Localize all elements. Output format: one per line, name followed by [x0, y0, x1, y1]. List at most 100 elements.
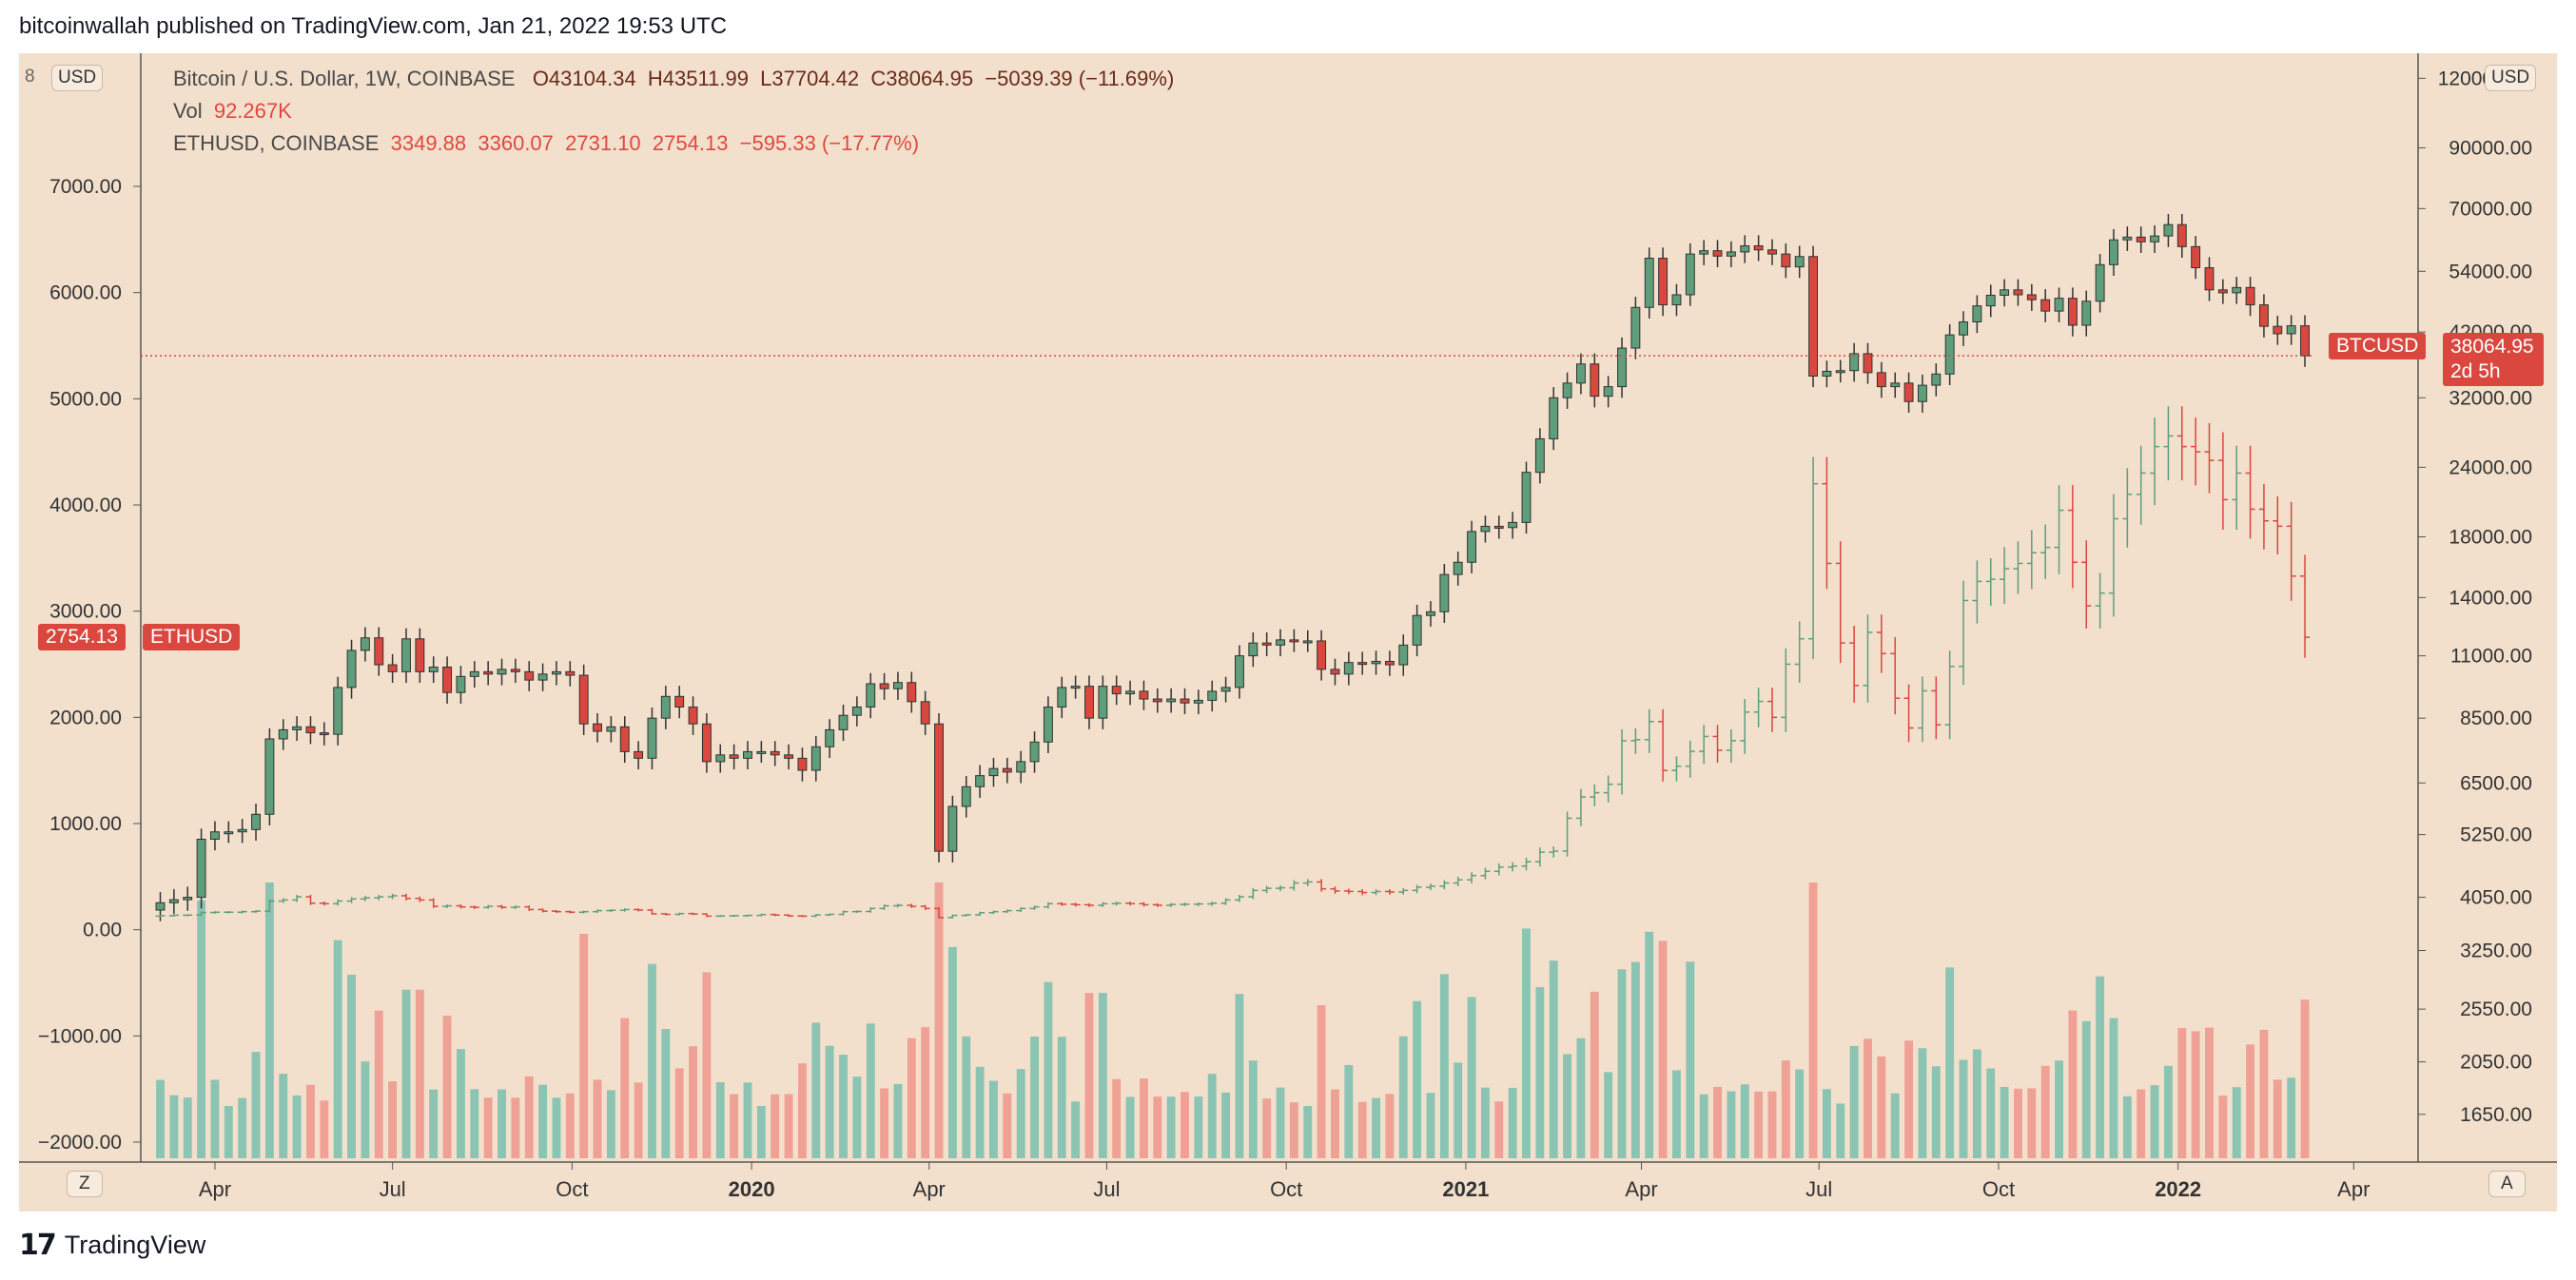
btc-candle [879, 683, 889, 689]
btc-candle [1562, 382, 1572, 398]
auto-scale-button[interactable]: A [2488, 1171, 2526, 1197]
btc-candle [1070, 686, 1081, 689]
btc-candle [1985, 294, 1996, 307]
btc-candle [428, 666, 439, 672]
volume-bar [401, 989, 411, 1158]
tradingview-logo-text[interactable]: TradingView [64, 1231, 206, 1259]
volume-bar [1699, 1094, 1708, 1158]
btc-candle [1357, 662, 1368, 666]
volume-bar [880, 1088, 889, 1158]
zoom-button[interactable]: Z [67, 1171, 103, 1197]
volume-bar [2177, 1028, 2187, 1158]
btc-candle [2136, 236, 2146, 242]
btc-candle [701, 723, 712, 763]
volume-bar [374, 1010, 383, 1158]
btc-candle [1057, 687, 1067, 708]
volume-bar [1740, 1084, 1749, 1158]
btc-candle [688, 706, 698, 725]
volume-bar [442, 1016, 452, 1158]
btc-candle [1207, 690, 1218, 701]
btc-candle [578, 674, 589, 725]
volume-bar [1672, 1070, 1681, 1158]
eth-label-badge: ETHUSD [143, 624, 241, 650]
btc-candle [2245, 286, 2255, 306]
btc-candle [1371, 660, 1381, 665]
btc-candle [374, 637, 384, 666]
price-chart[interactable]: 120000.0090000.0070000.0054000.0042000.0… [19, 53, 2557, 1212]
volume-bar [2205, 1027, 2214, 1158]
tradingview-logo-icon[interactable]: 17 [19, 1229, 57, 1262]
btc-candle [2232, 286, 2242, 294]
volume-bar [361, 1061, 370, 1158]
right-axis-tick-label: 6500.00 [2460, 772, 2532, 794]
volume-bar [893, 1083, 903, 1158]
volume-label[interactable]: Vol [173, 99, 203, 123]
btc-symbol-name[interactable]: Bitcoin / U.S. Dollar, 1W, COINBASE [173, 67, 516, 90]
volume-bar [1836, 1103, 1845, 1158]
volume-bar [1057, 1037, 1066, 1158]
volume-bar [1849, 1045, 1859, 1158]
volume-bar [1084, 993, 1094, 1158]
volume-legend: Vol 92.267K [173, 99, 292, 124]
volume-bar [1494, 1101, 1504, 1158]
btc-candle [251, 813, 261, 830]
btc-candle [1917, 384, 1927, 402]
volume-bar [1713, 1086, 1722, 1158]
volume-bar [1904, 1040, 1914, 1158]
btc-candle [1398, 644, 1409, 666]
btc-candle [1808, 256, 1819, 377]
btc-candle [975, 775, 986, 787]
right-axis-tick-label: 3250.00 [2460, 940, 2532, 961]
left-axis-tick-label: 5000.00 [49, 388, 122, 410]
volume-bar [1630, 961, 1640, 1158]
btc-candle [1726, 251, 1736, 257]
volume-bar [947, 946, 957, 1158]
volume-bar [1426, 1093, 1435, 1158]
btc-candle [1740, 245, 1750, 253]
volume-bar [907, 1038, 916, 1158]
btc-candle [1699, 250, 1709, 255]
volume-bar [2150, 1085, 2159, 1158]
volume-bar [1439, 974, 1449, 1158]
volume-bar [1727, 1091, 1736, 1158]
btc-candle [2095, 263, 2105, 302]
eth-symbol-name[interactable]: ETHUSD, COINBASE [173, 131, 380, 155]
volume-bar [1344, 1064, 1354, 1158]
btc-candle [1822, 370, 1832, 377]
btc-candle [1876, 372, 1886, 388]
volume-bar [1372, 1097, 1380, 1158]
btc-candle [387, 664, 398, 672]
usd-right-button[interactable]: USD [2485, 65, 2537, 91]
time-axis-tick-label: Oct [1982, 1177, 2015, 1201]
volume-bar [1535, 987, 1545, 1158]
btc-candle [565, 670, 576, 676]
btc-candle [1111, 686, 1122, 695]
btc-candle [401, 638, 411, 672]
btc-candle [510, 669, 520, 672]
volume-bar [1563, 1054, 1572, 1158]
right-axis-tick-label: 2550.00 [2460, 999, 2532, 1020]
btc-candle [483, 670, 494, 675]
volume-bar [388, 1081, 398, 1158]
btc-candle [210, 831, 220, 841]
right-axis-tick-label: 11000.00 [2450, 646, 2532, 668]
volume-bar [1207, 1074, 1217, 1158]
left-axis-tick-label: 0.00 [83, 920, 122, 941]
volume-bar [962, 1036, 971, 1158]
usd-left-button[interactable]: USD [51, 65, 104, 91]
volume-bar [2287, 1077, 2296, 1158]
volume-bar [1918, 1048, 1927, 1158]
btc-change: −5039.39 (−11.69%) [985, 67, 1175, 90]
btc-candle [264, 738, 275, 815]
btc-candle [1753, 245, 1764, 251]
btc-candle [1890, 382, 1901, 388]
volume-bar [1986, 1068, 1996, 1158]
time-axis-tick-label: 2020 [729, 1177, 775, 1201]
btc-candle [947, 805, 958, 852]
btc-candle [1658, 258, 1669, 306]
btc-candle [810, 746, 821, 771]
chart-frame[interactable]: 120000.0090000.0070000.0054000.0042000.0… [19, 53, 2557, 1212]
btc-candle [743, 750, 752, 759]
btc-candle [2122, 236, 2133, 241]
volume-bar [784, 1094, 793, 1158]
